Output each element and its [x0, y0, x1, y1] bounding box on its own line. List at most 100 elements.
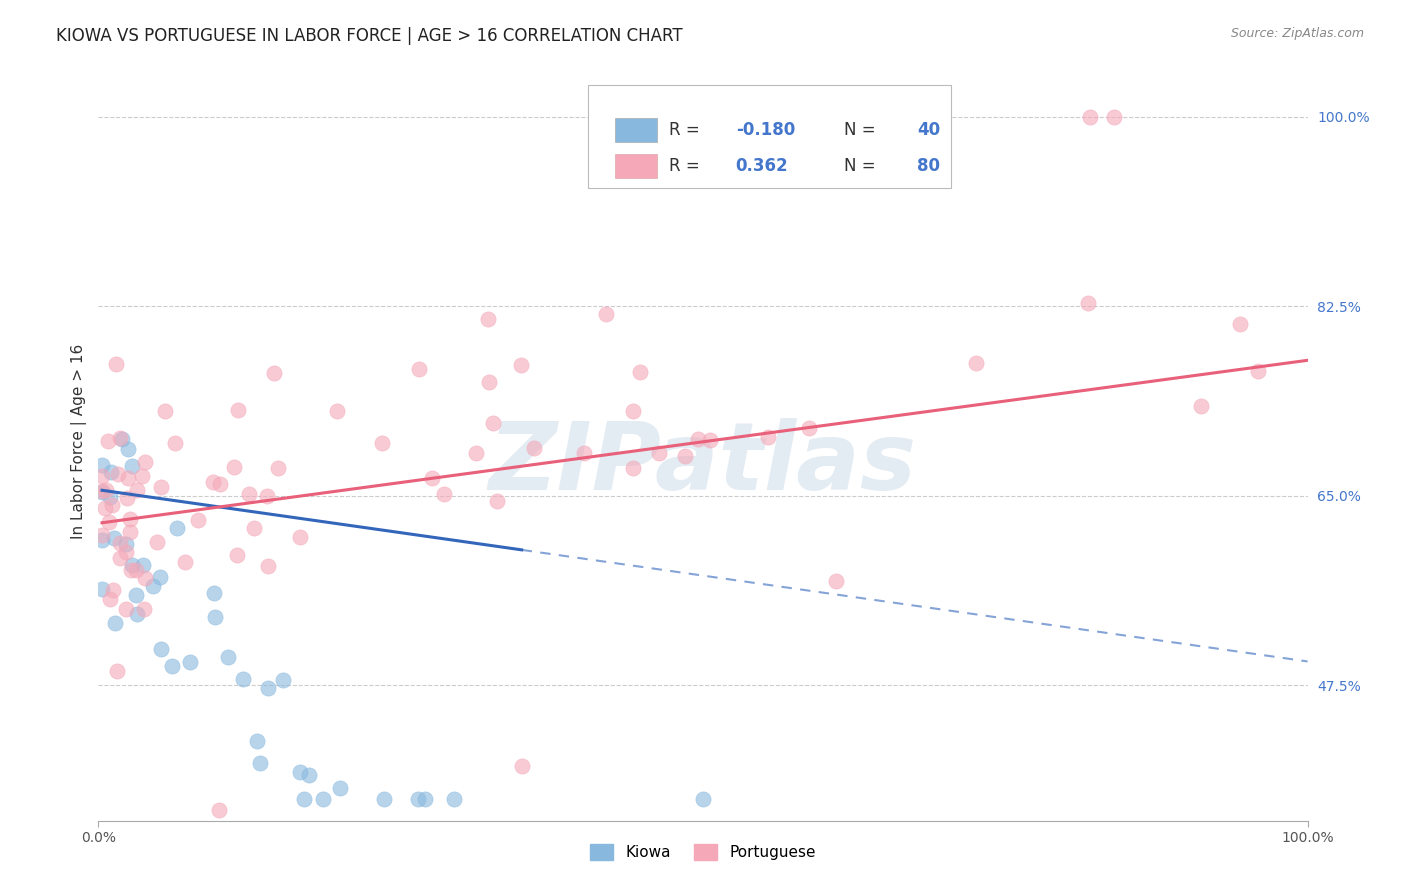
Point — [797, 421, 820, 435]
Point — [246, 733, 269, 747]
Point — [406, 792, 429, 806]
Point — [121, 458, 143, 473]
Point — [329, 780, 352, 795]
Point — [115, 536, 138, 550]
Point — [149, 570, 172, 584]
Point — [163, 435, 186, 450]
Text: ZIPatlas: ZIPatlas — [489, 418, 917, 510]
Text: 40: 40 — [917, 121, 941, 139]
Point — [675, 449, 697, 463]
Point — [371, 436, 394, 450]
Point — [699, 434, 721, 448]
Point — [408, 362, 430, 376]
Point — [222, 460, 245, 475]
Point — [142, 579, 165, 593]
Point — [104, 357, 127, 371]
Point — [204, 609, 226, 624]
Point — [648, 446, 671, 460]
Point — [204, 586, 226, 600]
Point — [110, 432, 132, 446]
Point — [91, 582, 114, 597]
Point — [110, 551, 132, 566]
Text: Source: ZipAtlas.com: Source: ZipAtlas.com — [1230, 27, 1364, 40]
Text: -0.180: -0.180 — [735, 121, 794, 139]
Point — [1247, 364, 1270, 378]
Point — [114, 602, 136, 616]
Point — [238, 487, 260, 501]
Point — [288, 764, 311, 779]
Point — [91, 469, 114, 483]
Point — [208, 477, 231, 491]
Point — [91, 527, 114, 541]
Point — [478, 375, 501, 389]
Point — [117, 471, 139, 485]
Point — [100, 466, 122, 480]
Text: R =: R = — [669, 157, 706, 176]
Point — [101, 498, 124, 512]
Point — [482, 416, 505, 430]
FancyBboxPatch shape — [588, 85, 950, 187]
Text: N =: N = — [845, 121, 882, 139]
Point — [621, 461, 644, 475]
Point — [121, 558, 143, 573]
Bar — [614, 118, 657, 142]
Point — [256, 489, 278, 503]
Text: KIOWA VS PORTUGUESE IN LABOR FORCE | AGE > 16 CORRELATION CHART: KIOWA VS PORTUGUESE IN LABOR FORCE | AGE… — [56, 27, 683, 45]
Point — [160, 659, 183, 673]
Point — [114, 545, 136, 559]
Point — [120, 563, 142, 577]
Point — [686, 432, 709, 446]
Point — [226, 403, 249, 417]
Point — [572, 446, 595, 460]
Point — [125, 562, 148, 576]
Text: R =: R = — [669, 121, 706, 139]
Point — [477, 312, 499, 326]
Point — [373, 792, 395, 806]
Point — [628, 365, 651, 379]
Point — [1189, 399, 1212, 413]
Point — [1229, 317, 1251, 331]
Point — [108, 535, 131, 549]
Bar — [614, 154, 657, 178]
Point — [256, 558, 278, 573]
Y-axis label: In Labor Force | Age > 16: In Labor Force | Age > 16 — [72, 344, 87, 539]
Point — [115, 491, 138, 505]
Point — [134, 455, 156, 469]
Point — [187, 513, 209, 527]
Point — [312, 792, 335, 806]
Point — [105, 664, 128, 678]
Point — [443, 792, 465, 806]
Legend: Kiowa, Portuguese: Kiowa, Portuguese — [585, 838, 821, 866]
Point — [465, 446, 488, 460]
Point — [1077, 296, 1099, 310]
Point — [208, 803, 231, 817]
Point — [125, 588, 148, 602]
Point — [153, 404, 176, 418]
Point — [595, 307, 617, 321]
Point — [125, 607, 148, 621]
Point — [91, 484, 114, 499]
Point — [267, 461, 290, 475]
Point — [91, 485, 114, 500]
Point — [413, 792, 436, 806]
Point — [271, 673, 294, 688]
Point — [146, 534, 169, 549]
Point — [420, 471, 443, 485]
Point — [98, 515, 121, 529]
Point — [98, 591, 121, 606]
Point — [98, 490, 121, 504]
Point — [149, 479, 172, 493]
Point — [94, 501, 117, 516]
Point — [756, 430, 779, 444]
Point — [103, 531, 125, 545]
Point — [621, 404, 644, 418]
Point — [249, 756, 271, 771]
Text: 80: 80 — [917, 157, 941, 176]
Point — [134, 571, 156, 585]
Point — [131, 469, 153, 483]
Point — [510, 759, 533, 773]
Point — [232, 672, 254, 686]
Point — [217, 650, 239, 665]
Point — [288, 530, 311, 544]
Point — [132, 558, 155, 572]
